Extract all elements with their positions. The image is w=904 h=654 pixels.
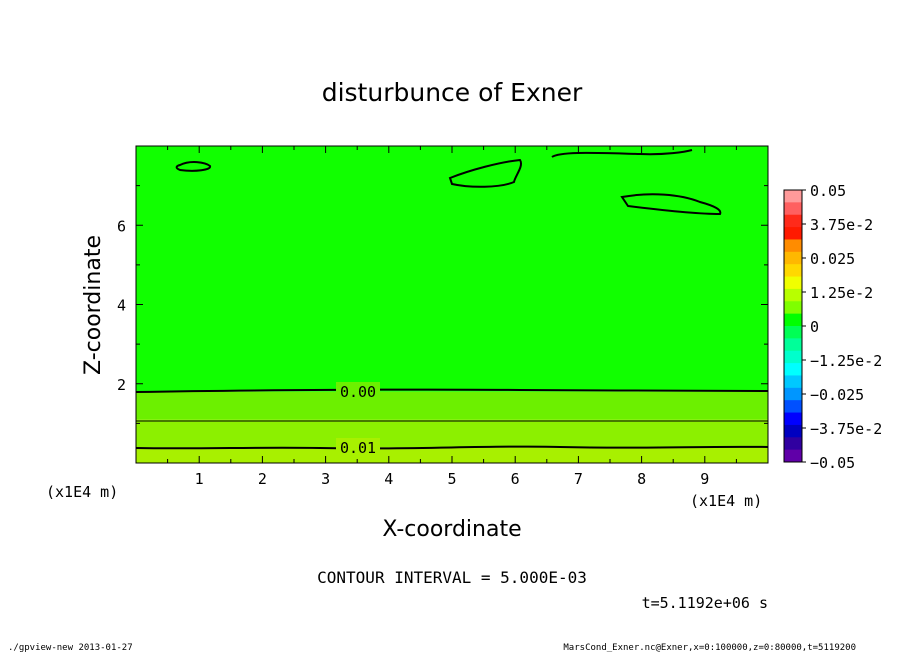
colorbar-labels: 0.05 3.75e-2 0.025 1.25e-2 0 −1.25e-2 −0.025 −3… [802, 182, 882, 472]
x-tick-label: 6 [511, 470, 520, 488]
field-band-3 [136, 146, 768, 392]
colorbar-swatch [784, 313, 802, 327]
field-band-2 [136, 391, 768, 420]
colorbar-swatch [784, 251, 802, 265]
colorbar-swatch [784, 338, 802, 352]
colorbar-swatch [784, 387, 802, 401]
y-axis-title: Z-coordinate [81, 235, 106, 375]
colorbar-swatch [784, 214, 802, 228]
colorbar-swatch [784, 400, 802, 414]
plot-area [136, 146, 768, 463]
colorbar [784, 190, 802, 463]
colorbar-label: 0 [810, 318, 819, 336]
chart-title: disturbunce of Exner [322, 78, 583, 107]
contour-closed-1 [175, 161, 212, 172]
colorbar-swatch [784, 239, 802, 253]
colorbar-swatch [784, 375, 802, 389]
colorbar-label: −0.025 [810, 386, 864, 404]
x-tick-label: 1 [195, 470, 204, 488]
y-tick-label: 6 [117, 217, 126, 235]
x-axis-title: X-coordinate [382, 517, 521, 542]
colorbar-swatch [784, 227, 802, 240]
x-tick-label: 5 [447, 470, 456, 488]
x-unit-label: (x1E4 m) [690, 492, 762, 510]
colorbar-swatch [784, 288, 802, 302]
colorbar-swatch [784, 449, 802, 463]
y-tick-label: 4 [117, 297, 126, 315]
y-tick-label: 2 [117, 376, 126, 394]
colorbar-label: 0.05 [810, 182, 846, 200]
footer-right: MarsCond_Exner.nc@Exner,x=0:100000,z=0:8… [563, 643, 856, 653]
colorbar-swatch [784, 190, 802, 203]
y-unit-label: (x1E4 m) [46, 483, 118, 501]
x-tick-label: 7 [574, 470, 583, 488]
colorbar-label: 0.025 [810, 250, 855, 268]
x-axis: 1 2 3 4 5 6 7 8 9 [167, 146, 737, 488]
footer-left: ./gpview-new 2013-01-27 [8, 643, 133, 653]
colorbar-swatch [784, 350, 802, 364]
contour-interval-text: CONTOUR INTERVAL = 5.000E-03 [317, 568, 587, 587]
contour-label-0.01: 0.01 [340, 439, 376, 457]
field-band-1 [136, 419, 768, 448]
contour-line-0.00 [135, 388, 769, 393]
x-tick-label: 2 [258, 470, 267, 488]
x-tick-label: 9 [700, 470, 709, 488]
time-text: t=5.1192e+06 s [642, 594, 768, 612]
colorbar-swatch [784, 202, 802, 216]
x-tick-label: 8 [637, 470, 646, 488]
x-tick-label: 3 [321, 470, 330, 488]
x-tick-label: 4 [384, 470, 393, 488]
contour-top [551, 149, 693, 158]
colorbar-label: 3.75e-2 [810, 216, 873, 234]
colorbar-swatch [784, 301, 802, 315]
y-axis: 2 4 6 [117, 185, 768, 424]
contour-labels: 0.00 0.01 [336, 382, 380, 457]
contour-label-0.00: 0.00 [340, 383, 376, 401]
colorbar-swatch [784, 437, 802, 451]
colorbar-swatch [784, 326, 802, 339]
colorbar-label: 1.25e-2 [810, 284, 873, 302]
contour-closed-2 [448, 158, 522, 188]
colorbar-label: −0.05 [810, 454, 855, 472]
colorbar-swatch [784, 276, 802, 290]
colorbar-label: −3.75e-2 [810, 420, 882, 438]
colorbar-swatch [784, 363, 802, 376]
colorbar-swatch [784, 264, 802, 278]
contour-closed-3 [620, 193, 722, 216]
colorbar-swatch [784, 412, 802, 426]
contour-line-0.01 [135, 445, 769, 450]
colorbar-swatch [784, 424, 802, 438]
colorbar-label: −1.25e-2 [810, 352, 882, 370]
